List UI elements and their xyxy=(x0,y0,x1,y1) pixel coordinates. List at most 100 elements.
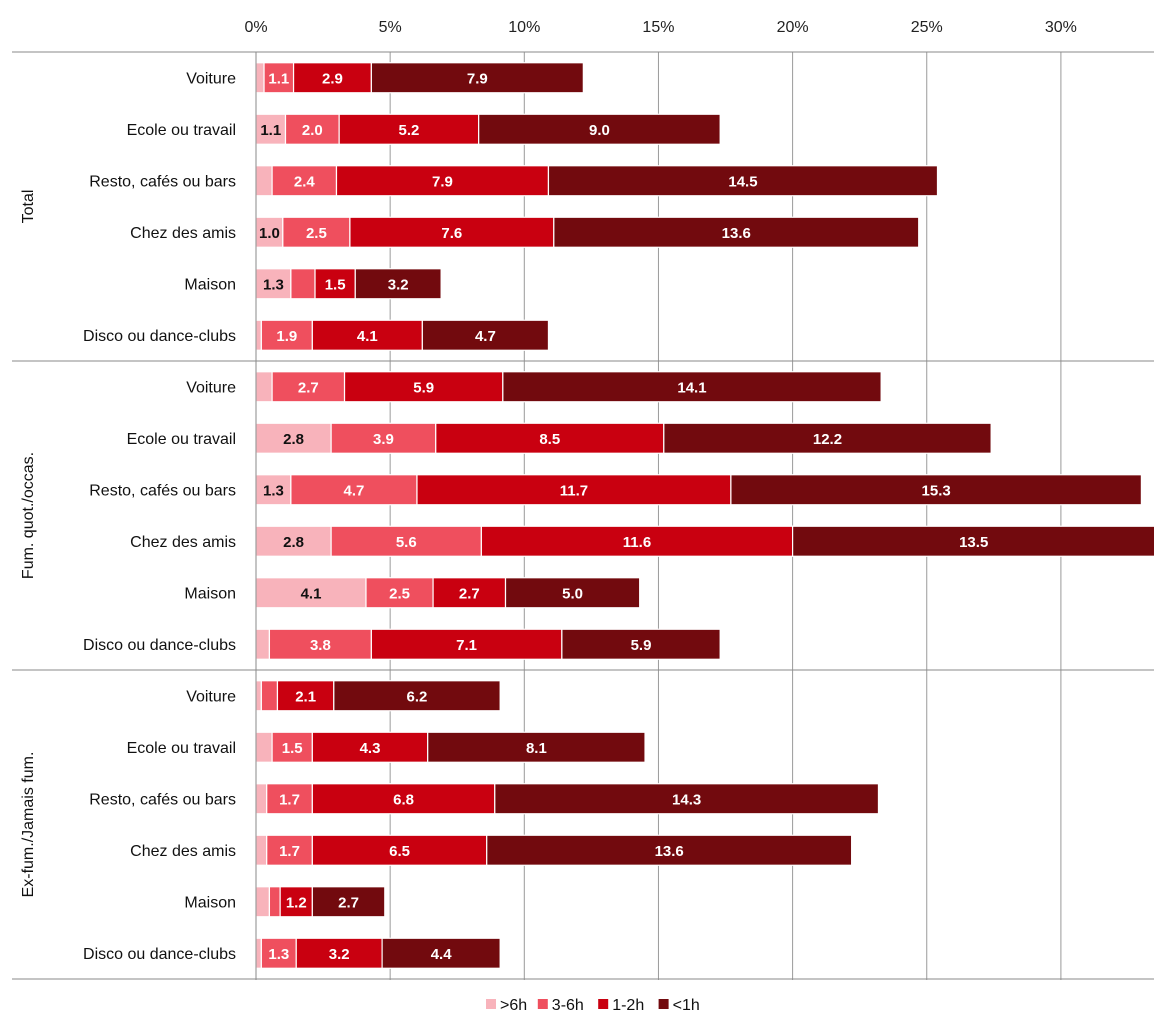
bar-segment xyxy=(255,216,284,248)
bar-segment xyxy=(494,783,880,815)
category-label: Voiture xyxy=(186,688,236,705)
data-label: 7.9 xyxy=(432,173,453,190)
x-tick-label: 25% xyxy=(911,19,943,36)
legend-swatch xyxy=(598,999,609,1009)
data-label: 2.9 xyxy=(322,70,343,87)
bar-segment xyxy=(354,268,442,300)
data-label: 6.8 xyxy=(393,791,414,808)
category-label: Disco ou dance-clubs xyxy=(83,637,236,654)
bar-segment xyxy=(266,783,313,815)
bar-segment xyxy=(260,319,313,351)
x-tick-label: 0% xyxy=(244,19,267,36)
data-label: 1.3 xyxy=(268,946,289,963)
data-label: 2.8 xyxy=(283,431,304,448)
bar-segment xyxy=(553,216,920,248)
bar-segment xyxy=(435,422,665,454)
bar-segment xyxy=(255,165,273,197)
category-label: Chez des amis xyxy=(130,225,236,242)
data-label: 14.1 xyxy=(677,379,706,396)
bar-segment xyxy=(255,62,265,94)
bar-segment xyxy=(338,113,480,145)
bar-segment xyxy=(349,216,555,248)
category-label: Maison xyxy=(184,276,236,293)
data-label: 1.5 xyxy=(282,740,303,757)
data-label: 5.0 xyxy=(562,585,583,602)
data-label: 1.2 xyxy=(286,894,307,911)
bar-layer: 1.1 2.9 7.9 1.1 2.0 5.2 9.0 2.4 7.9 14.5 1.0 2.5 7.6… xyxy=(255,62,1154,969)
data-label: 2.7 xyxy=(298,379,319,396)
data-label: 1.1 xyxy=(260,122,281,139)
bar-segment xyxy=(255,731,273,763)
category-label: Chez des amis xyxy=(130,843,236,860)
bar-segment xyxy=(370,628,563,660)
legend-swatch xyxy=(658,999,669,1009)
data-label: 3.2 xyxy=(388,276,409,293)
data-label: 8.5 xyxy=(539,431,560,448)
bar-segment xyxy=(504,577,641,609)
x-tick-label: 20% xyxy=(777,19,809,36)
data-label: 4.1 xyxy=(357,328,378,345)
legend-label: <1h xyxy=(673,997,700,1014)
legend-label: 3-6h xyxy=(552,997,584,1014)
bar-segment xyxy=(416,474,732,506)
bar-segment xyxy=(282,216,351,248)
data-label: 7.6 xyxy=(441,225,462,242)
data-label: 9.0 xyxy=(589,122,610,139)
legend-swatch xyxy=(486,999,496,1009)
bar-segment xyxy=(311,783,496,815)
data-label: 1.3 xyxy=(263,276,284,293)
category-label: Maison xyxy=(184,585,236,602)
data-label: 15.3 xyxy=(922,482,951,499)
x-tick-label: 5% xyxy=(379,19,402,36)
data-label: 14.5 xyxy=(728,173,757,190)
data-label: 1.5 xyxy=(325,276,346,293)
category-label: Voiture xyxy=(186,70,236,87)
data-label: 3.9 xyxy=(373,431,394,448)
category-label: Resto, cafés ou bars xyxy=(89,791,236,808)
data-label: 14.3 xyxy=(672,791,701,808)
bar-segment xyxy=(791,525,1154,557)
data-label: 1.9 xyxy=(276,328,297,345)
bar-segment xyxy=(427,731,646,763)
bar-segment xyxy=(255,371,273,403)
bar-segment xyxy=(260,937,297,969)
bar-segment xyxy=(311,886,386,918)
group-label: Total xyxy=(20,190,37,224)
data-label: 3.8 xyxy=(310,637,331,654)
category-label: Voiture xyxy=(186,379,236,396)
bar-segment xyxy=(255,474,292,506)
group-label: Fum. quot./occas. xyxy=(20,452,37,579)
data-label: 2.8 xyxy=(283,534,304,551)
bar-segment xyxy=(486,834,853,866)
data-label: 6.5 xyxy=(389,843,410,860)
data-label: 5.2 xyxy=(399,122,420,139)
legend-swatch xyxy=(537,999,548,1009)
axis-layer: 0% 5% 10% 15% 20% 25% 30% Total Voiture Ecole ou … xyxy=(12,19,1154,980)
data-label: 2.7 xyxy=(459,585,480,602)
bar-segment xyxy=(255,577,367,609)
data-label: 4.1 xyxy=(301,585,322,602)
grid-layer xyxy=(389,52,1062,980)
bar-segment xyxy=(730,474,1142,506)
bar-segment xyxy=(663,422,992,454)
data-label: 1.7 xyxy=(279,843,300,860)
x-tick-label: 10% xyxy=(508,19,540,36)
data-label: 12.2 xyxy=(813,431,842,448)
category-label: Ecole ou travail xyxy=(127,740,236,757)
bar-segment xyxy=(276,680,335,712)
data-label: 5.6 xyxy=(396,534,417,551)
bar-segment xyxy=(255,783,268,815)
data-label: 13.5 xyxy=(959,534,988,551)
bar-segment xyxy=(335,165,550,197)
data-label: 6.2 xyxy=(407,688,428,705)
bar-segment xyxy=(290,474,418,506)
data-label: 8.1 xyxy=(526,740,547,757)
data-label: 5.9 xyxy=(413,379,434,396)
bar-segment xyxy=(271,165,338,197)
legend-label: >6h xyxy=(500,997,527,1014)
category-label: Resto, cafés ou bars xyxy=(89,173,236,190)
bar-segment xyxy=(330,525,482,557)
data-label: 11.7 xyxy=(560,482,588,499)
data-label: 1.3 xyxy=(263,482,284,499)
data-label: 1.1 xyxy=(268,70,289,87)
